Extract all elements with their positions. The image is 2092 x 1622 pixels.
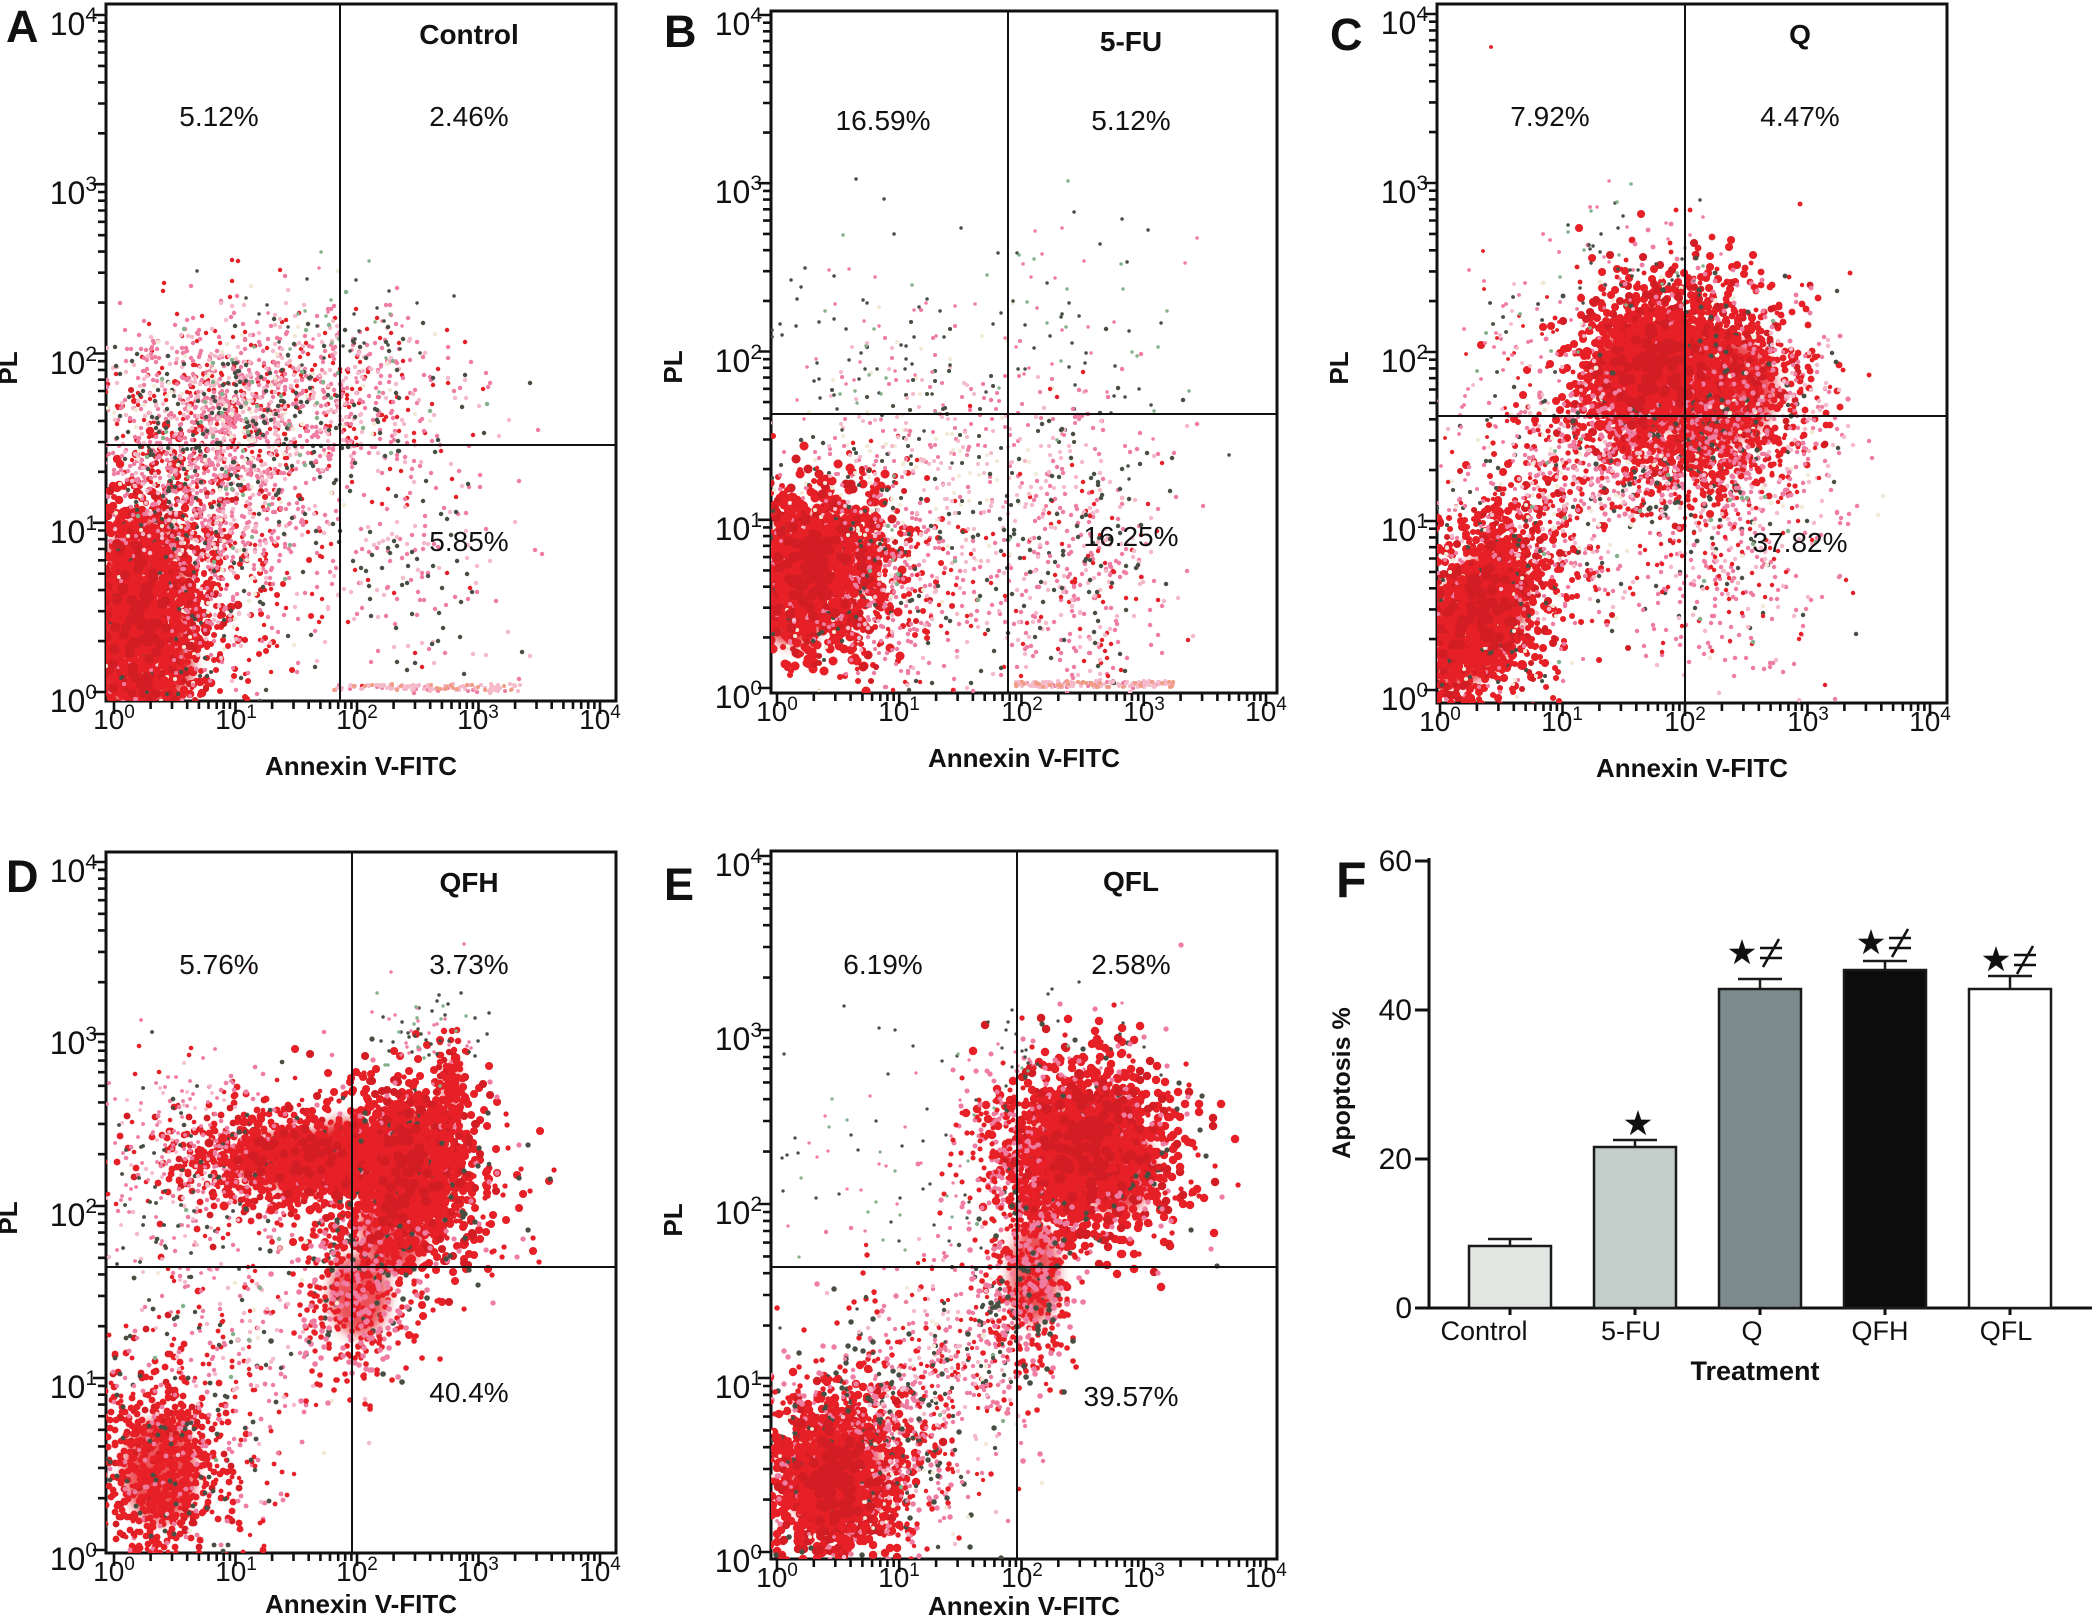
svg-text:QFH: QFH [439,867,498,898]
svg-text:5.85%: 5.85% [429,526,508,557]
svg-text:Control: Control [1440,1316,1527,1346]
svg-text:102: 102 [1664,704,1706,737]
svg-text:PL: PL [0,1201,23,1234]
svg-text:16.25%: 16.25% [1084,521,1179,552]
svg-text:QFL: QFL [1980,1316,2033,1346]
svg-text:20: 20 [1379,1143,1412,1176]
svg-text:40.4%: 40.4% [429,1377,508,1408]
svg-text:Annexin V-FITC: Annexin V-FITC [928,1591,1120,1617]
svg-text:PL: PL [658,350,688,383]
svg-text:40: 40 [1379,994,1412,1027]
svg-text:PL: PL [1324,351,1354,384]
svg-text:102: 102 [1001,1560,1043,1593]
svg-text:Apoptosis %: Apoptosis % [1328,1007,1356,1158]
svg-text:2.58%: 2.58% [1091,949,1170,980]
svg-text:PL: PL [658,1203,688,1236]
svg-text:103: 103 [457,702,499,735]
svg-text:102: 102 [715,1193,762,1231]
svg-text:C: C [1330,9,1363,60]
svg-text:102: 102 [336,1554,378,1587]
svg-text:E: E [664,859,694,910]
svg-text:100: 100 [93,702,135,735]
svg-text:Annexin V-FITC: Annexin V-FITC [1596,753,1788,783]
svg-text:Treatment: Treatment [1690,1356,1819,1386]
svg-text:QFL: QFL [1103,866,1159,897]
svg-text:60: 60 [1379,845,1412,878]
svg-text:PL: PL [0,351,23,384]
svg-text:5.12%: 5.12% [179,101,258,132]
svg-text:5-FU: 5-FU [1100,26,1162,57]
svg-text:5.12%: 5.12% [1091,105,1170,136]
svg-text:Q: Q [1741,1316,1762,1346]
svg-text:39.57%: 39.57% [1084,1381,1179,1412]
svg-text:Annexin V-FITC: Annexin V-FITC [265,1589,457,1617]
svg-text:5-FU: 5-FU [1601,1316,1661,1346]
svg-text:16.59%: 16.59% [836,105,931,136]
svg-text:Annexin V-FITC: Annexin V-FITC [265,751,457,781]
svg-text:3.73%: 3.73% [429,949,508,980]
svg-text:B: B [664,6,697,57]
svg-text:0: 0 [1395,1292,1412,1325]
svg-text:Q: Q [1789,19,1811,50]
svg-text:A: A [6,1,39,52]
svg-text:7.92%: 7.92% [1510,101,1589,132]
svg-text:Annexin V-FITC: Annexin V-FITC [928,743,1120,773]
svg-text:Control: Control [419,19,519,50]
svg-text:37.82%: 37.82% [1753,527,1848,558]
svg-text:5.76%: 5.76% [179,949,258,980]
svg-text:6.19%: 6.19% [843,949,922,980]
svg-text:102: 102 [1001,694,1043,727]
svg-text:4.47%: 4.47% [1760,101,1839,132]
svg-text:D: D [6,851,39,902]
svg-text:F: F [1336,852,1367,908]
svg-text:QFH: QFH [1852,1316,1909,1346]
svg-text:2.46%: 2.46% [429,101,508,132]
